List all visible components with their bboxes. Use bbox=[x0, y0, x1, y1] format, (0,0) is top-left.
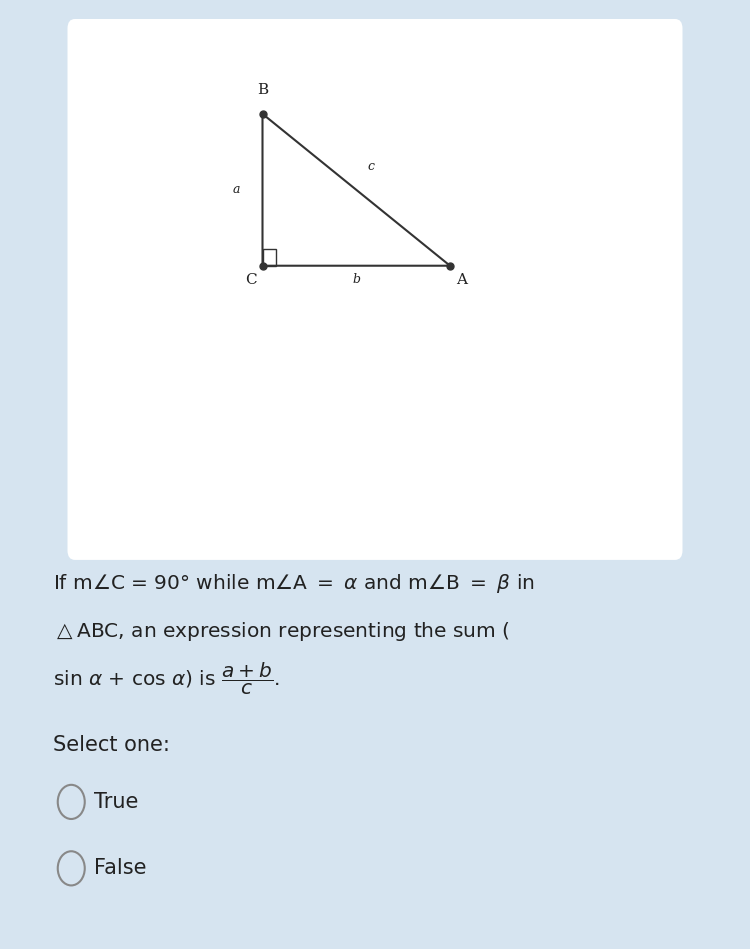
Text: b: b bbox=[352, 273, 360, 287]
FancyBboxPatch shape bbox=[68, 19, 682, 560]
Text: False: False bbox=[94, 858, 146, 879]
Text: C: C bbox=[245, 273, 257, 287]
Text: $\triangle$ABC, an expression representing the sum (: $\triangle$ABC, an expression representi… bbox=[53, 620, 509, 642]
Text: Select one:: Select one: bbox=[53, 735, 170, 755]
Text: B: B bbox=[257, 84, 268, 97]
Text: True: True bbox=[94, 791, 138, 812]
Text: sin $\alpha$ + cos $\alpha$) is $\dfrac{a+b}{c}$.: sin $\alpha$ + cos $\alpha$) is $\dfrac{… bbox=[53, 661, 280, 697]
Text: A: A bbox=[456, 273, 466, 287]
Text: c: c bbox=[368, 159, 375, 173]
Text: a: a bbox=[232, 183, 240, 196]
Text: If m$\angle$C = 90° while m$\angle$A $=$ $\alpha$ and m$\angle$B $=$ $\beta$ in: If m$\angle$C = 90° while m$\angle$A $=$… bbox=[53, 572, 534, 595]
